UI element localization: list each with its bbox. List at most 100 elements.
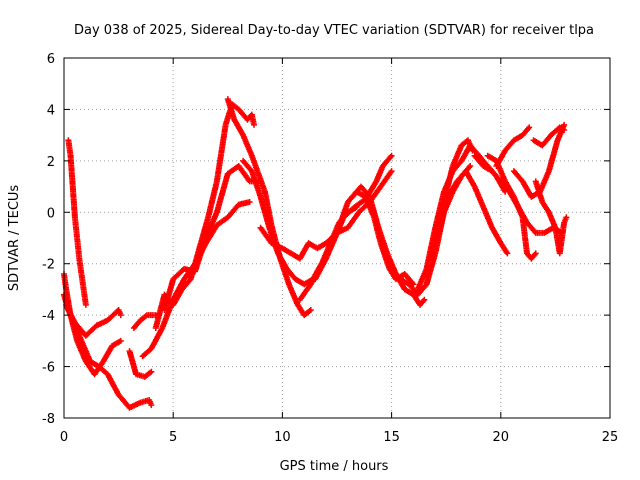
x-tick-label: 0: [60, 430, 68, 445]
data-point-run: [275, 251, 289, 271]
data-point-run: [230, 102, 241, 112]
data-point: [148, 402, 155, 409]
y-tick-label: -6: [42, 361, 55, 376]
data-point-run: [525, 251, 534, 261]
data-point-run: [258, 195, 272, 230]
axis-ticks: [63, 57, 611, 419]
data-point-run: [196, 216, 211, 250]
y-tick-label: -2: [42, 258, 55, 273]
data-point: [307, 307, 314, 313]
series-track: [139, 199, 253, 360]
data-point-run: [256, 172, 268, 194]
data-point-run: [67, 154, 76, 188]
data-point: [117, 337, 124, 344]
data-point-run: [88, 359, 101, 369]
data-point-run: [297, 241, 311, 261]
data-point-run: [140, 346, 154, 359]
data-point: [504, 250, 511, 257]
data-point-run: [110, 338, 123, 349]
data-point-run: [558, 125, 566, 133]
data-point-run: [225, 202, 241, 220]
data-point-run: [463, 169, 477, 189]
data-point-run: [557, 221, 567, 255]
data-point: [469, 147, 476, 154]
data-point-run: [315, 241, 328, 251]
data-point-run: [205, 180, 220, 219]
data-point-run: [428, 226, 443, 260]
x-tick-label: 25: [602, 430, 619, 445]
data-point-run: [561, 216, 569, 224]
x-axis-label: GPS time / hours: [280, 459, 389, 474]
data-point-run: [249, 154, 261, 176]
y-tick-label: 4: [47, 103, 55, 118]
data-point-run: [286, 282, 300, 307]
data-point-run: [520, 179, 534, 199]
data-point-run: [503, 138, 516, 153]
data-point: [561, 121, 568, 128]
data-point-run: [69, 185, 78, 219]
data-point-run: [537, 169, 552, 194]
data-point-run: [284, 267, 298, 281]
data-point-run: [138, 313, 149, 323]
data-point-run: [459, 143, 473, 163]
data-point-run: [415, 282, 429, 297]
x-tick-label: 5: [169, 430, 177, 445]
data-point-run: [188, 246, 202, 281]
data-point-run: [546, 138, 561, 173]
data-point: [246, 199, 253, 205]
data-point-run: [345, 210, 361, 230]
data-point-run: [511, 195, 525, 219]
data-point-run: [132, 318, 143, 330]
data-point-run: [302, 308, 313, 318]
x-tick-label: 15: [383, 430, 400, 445]
data-point-run: [180, 277, 193, 292]
data-point-run: [203, 210, 220, 240]
data-point-run: [70, 318, 84, 343]
data-point-run: [540, 133, 553, 148]
data-point-run: [127, 349, 139, 376]
data-point-run: [262, 190, 275, 227]
data-point-run: [503, 179, 517, 199]
series-track: [530, 124, 568, 149]
data-point: [388, 152, 395, 159]
data-point-run: [146, 398, 154, 407]
data-point-run: [441, 164, 456, 204]
data-point: [117, 312, 124, 319]
data-point-run: [84, 323, 99, 338]
series-track: [510, 121, 568, 200]
data-point-run: [171, 277, 187, 302]
y-tick-label: -8: [42, 412, 55, 427]
data-point-run: [446, 179, 460, 199]
data-point-run: [153, 293, 167, 330]
data-point-run: [520, 125, 532, 137]
y-axis-label: SDTVAR / TECUs: [7, 185, 22, 292]
data-point-run: [74, 339, 89, 363]
data-point-run: [519, 216, 530, 255]
data-point-run: [225, 97, 237, 122]
data-point-run: [389, 267, 403, 281]
data-point-run: [359, 184, 372, 199]
data-point-run: [381, 154, 394, 168]
data-point-run: [486, 153, 498, 163]
data-point-run: [378, 169, 394, 189]
data-point-run: [245, 112, 254, 122]
y-tick-label: 0: [47, 206, 55, 221]
data-point-run: [74, 236, 83, 260]
data-point-run: [529, 251, 538, 261]
data-point: [251, 121, 258, 128]
data-point-run: [280, 246, 293, 256]
series-track: [493, 124, 533, 169]
x-tick-label: 10: [274, 430, 291, 445]
data-point-run: [472, 154, 486, 168]
series-track: [65, 137, 89, 308]
series-track: [484, 152, 539, 262]
data-point-run: [489, 226, 503, 245]
data-point-run: [105, 372, 121, 397]
data-point-run: [72, 216, 80, 240]
data-point-run: [249, 169, 263, 199]
chart-title: Day 038 of 2025, Sidereal Day-to-day VTE…: [74, 23, 594, 38]
data-point-run: [323, 231, 340, 261]
data-point-run: [512, 133, 525, 143]
